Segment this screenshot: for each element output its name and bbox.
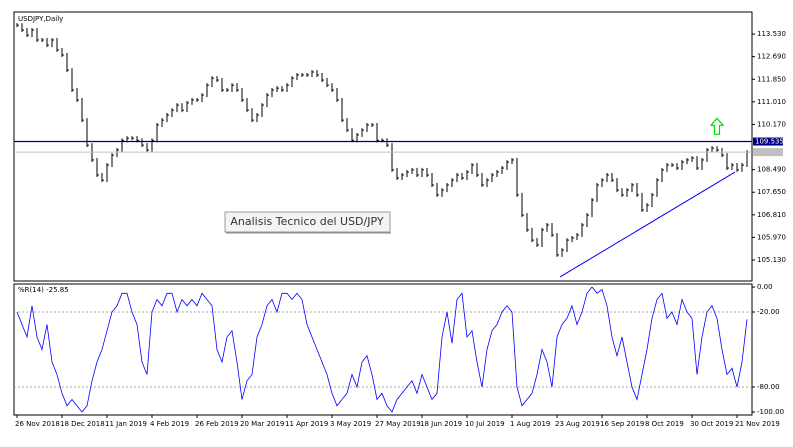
- x-tick-label: 30 Oct 2019: [690, 420, 733, 428]
- price-panel: [13, 11, 753, 282]
- x-tick-label: 18 Dec 2018: [60, 420, 105, 428]
- y-tick-label: 110.170: [757, 120, 786, 128]
- x-tick-label: 26 Feb 2019: [195, 420, 239, 428]
- annotation-box: [224, 211, 391, 233]
- last-price-box: [753, 148, 783, 157]
- x-tick-label: 26 Nov 2018: [15, 420, 60, 428]
- y-tick-label: 111.010: [757, 98, 786, 106]
- x-tick-label: 21 Nov 2019: [735, 420, 780, 428]
- x-tick-label: 1 Aug 2019: [510, 420, 550, 428]
- x-tick-label: 11 Apr 2019: [285, 420, 328, 428]
- y-tick-label: 105.130: [757, 256, 786, 264]
- y-tick-label: -20.00: [757, 308, 780, 316]
- y-tick-label: 107.650: [757, 188, 786, 196]
- x-tick-label: 23 Aug 2019: [555, 420, 600, 428]
- arrow-up: [709, 117, 725, 135]
- y-tick-label: 0.00: [757, 283, 773, 291]
- y-tick-label: 105.970: [757, 233, 786, 241]
- williams-r-line: [16, 286, 748, 413]
- indicator-panel: [13, 283, 753, 416]
- y-tick-label: 113.530: [757, 30, 786, 38]
- x-tick-label: 27 May 2019: [375, 420, 421, 428]
- x-tick-label: 18 Jun 2019: [420, 420, 462, 428]
- x-tick-label: 16 Sep 2019: [600, 420, 644, 428]
- indicator-title: %R(14) -25.85: [18, 286, 69, 294]
- x-tick-label: 8 Oct 2019: [645, 420, 684, 428]
- annotation: Analisis Tecnico del USD/JPY: [230, 215, 383, 228]
- y-tick-label: -80.00: [757, 383, 780, 391]
- hline-label: 109.535: [755, 138, 784, 146]
- x-tick-label: 4 Feb 2019: [150, 420, 189, 428]
- trendline: [559, 171, 736, 278]
- x-tick-label: 11 Jan 2019: [105, 420, 147, 428]
- y-tick-label: 106.810: [757, 211, 786, 219]
- hline-box: [753, 137, 783, 146]
- y-tick-label: 112.690: [757, 53, 786, 61]
- y-tick-label: 108.490: [757, 166, 786, 174]
- y-tick-label: 111.850: [757, 75, 786, 83]
- y-tick-label: -100.00: [757, 408, 784, 416]
- x-tick-label: 10 Jul 2019: [465, 420, 505, 428]
- chart-title: USDJPY,Daily: [18, 15, 63, 23]
- x-tick-label: 3 May 2019: [330, 420, 371, 428]
- x-tick-label: 20 Mar 2019: [240, 420, 284, 428]
